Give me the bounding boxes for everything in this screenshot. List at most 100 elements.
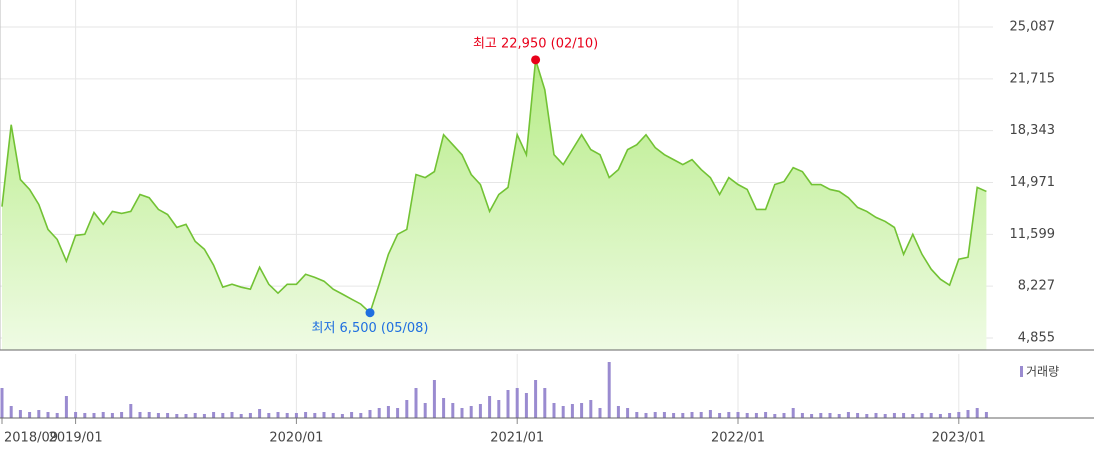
volume-bar	[451, 403, 455, 418]
volume-bar	[0, 388, 4, 418]
volume-bar	[460, 408, 464, 418]
volume-bar	[635, 412, 639, 418]
volume-bar	[175, 414, 179, 418]
y-tick-label: 14,971	[1010, 175, 1056, 190]
volume-bar	[773, 414, 777, 418]
volume-bar	[101, 412, 105, 418]
volume-bar	[350, 412, 354, 418]
volume-bar	[129, 404, 133, 418]
volume-bar	[258, 409, 262, 418]
volume-bar	[570, 404, 574, 418]
extreme-dot	[365, 308, 375, 318]
volume-bar	[810, 414, 814, 418]
volume-bar	[672, 413, 676, 418]
volume-bar	[331, 413, 335, 418]
y-tick-label: 21,715	[1010, 71, 1056, 86]
volume-bar	[561, 406, 565, 418]
x-tick-label: 2022/01	[711, 431, 765, 446]
volume-bar	[874, 413, 878, 418]
price-line	[1, 59, 987, 315]
volume-bar	[727, 412, 731, 418]
extreme-label: 최저 6,500 (05/08)	[311, 321, 428, 336]
volume-bar	[975, 408, 979, 418]
x-tick-label: 2020/01	[269, 431, 323, 446]
volume-bar	[46, 412, 50, 418]
volume-bar	[120, 412, 124, 418]
volume-bar	[718, 413, 722, 418]
volume-bar	[819, 413, 823, 418]
volume-bar	[55, 413, 59, 418]
volume-bar	[497, 400, 501, 418]
volume-bar	[74, 412, 78, 418]
volume-bar	[414, 388, 418, 418]
y-tick-label: 11,599	[1010, 227, 1056, 242]
volume-bar	[340, 414, 344, 418]
volume-bar	[92, 413, 96, 418]
volume-bar	[543, 388, 547, 418]
volume-bar	[902, 413, 906, 418]
volume-bar	[957, 412, 961, 418]
volume-bar	[846, 412, 850, 418]
volume-bar	[791, 408, 795, 418]
volume-bar	[552, 403, 556, 418]
volume-bar	[9, 406, 13, 418]
volume-bar	[690, 412, 694, 418]
extreme-label: 최고 22,950 (02/10)	[473, 36, 598, 51]
volume-bar	[83, 413, 87, 418]
volume-bar	[221, 413, 225, 418]
x-tick-label: 2018/09	[4, 431, 58, 446]
volume-bar	[782, 413, 786, 418]
y-tick-label: 4,855	[1018, 331, 1055, 346]
volume-bar	[359, 413, 363, 418]
volume-bar	[736, 412, 740, 418]
volume-bar	[580, 403, 584, 418]
volume-bar	[800, 413, 804, 418]
volume-bar	[478, 404, 482, 418]
volume-bar	[754, 413, 758, 418]
volume-bar	[524, 393, 528, 418]
volume-bar	[285, 413, 289, 418]
volume-bar	[248, 413, 252, 418]
volume-bar	[828, 413, 832, 418]
volume-bar	[598, 408, 602, 418]
volume-bar	[883, 414, 887, 418]
volume-bar	[938, 414, 942, 418]
volume-bar	[948, 413, 952, 418]
volume-bar	[929, 413, 933, 418]
volume-bar	[708, 410, 712, 418]
volume-bar	[156, 413, 160, 418]
volume-bar	[64, 396, 68, 418]
volume-bar	[534, 380, 538, 418]
y-tick-label: 25,087	[1010, 20, 1056, 35]
volume-bar	[212, 412, 216, 418]
volume-bar	[423, 403, 427, 418]
volume-bar	[267, 413, 271, 418]
volume-bar	[626, 408, 630, 418]
volume-bar	[386, 406, 390, 418]
volume-bar	[313, 413, 317, 418]
volume-bar	[865, 414, 869, 418]
volume-bar	[138, 412, 142, 418]
volume-bar	[764, 412, 768, 418]
volume-bar	[920, 413, 924, 418]
volume-bar	[681, 413, 685, 418]
volume-bar	[28, 412, 32, 418]
volume-bar	[607, 362, 611, 418]
volume-bar	[442, 398, 446, 418]
volume-bar	[856, 413, 860, 418]
volume-bar	[966, 410, 970, 418]
volume-bar	[322, 412, 326, 418]
volume-bar	[469, 406, 473, 418]
volume-bar	[193, 413, 197, 418]
volume-bar	[662, 412, 666, 418]
volume-bar	[911, 414, 915, 418]
volume-bar	[18, 410, 22, 418]
volume-bar	[147, 412, 151, 418]
volume-bar	[699, 412, 703, 418]
volume-bar	[239, 414, 243, 418]
volume-bar	[616, 406, 620, 418]
volume-bar	[653, 412, 657, 418]
volume-bar	[396, 408, 400, 418]
volume-bar	[110, 413, 114, 418]
volume-bar	[304, 412, 308, 418]
